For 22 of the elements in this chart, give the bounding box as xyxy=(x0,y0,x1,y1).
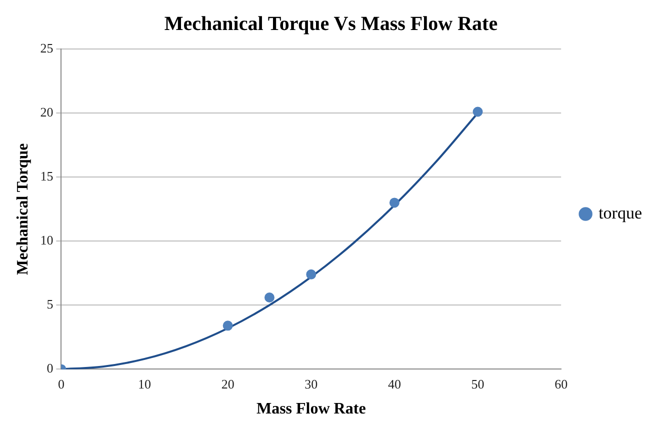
x-tick-label: 50 xyxy=(471,376,484,392)
x-tick-label: 10 xyxy=(138,376,152,392)
x-tick-label: 30 xyxy=(304,376,318,392)
y-axis-title: Mechanical Torque xyxy=(14,143,32,275)
y-tick-label: 20 xyxy=(40,104,54,120)
point xyxy=(306,269,316,280)
y-tick-label: 10 xyxy=(40,232,54,248)
x-tick-label: 60 xyxy=(554,376,568,392)
x-tick-label: 20 xyxy=(221,376,234,392)
legend-label: torque xyxy=(598,203,642,222)
y-tick-label: 25 xyxy=(40,40,54,56)
y-tick-label: 0 xyxy=(46,360,54,376)
point xyxy=(222,320,233,331)
chart-title: Mechanical Torque Vs Mass Flow Rate xyxy=(164,13,498,36)
y-tick-label: 5 xyxy=(46,296,54,312)
point xyxy=(264,292,274,302)
x-tick-label: 40 xyxy=(388,376,401,392)
x-tick-label: 0 xyxy=(58,376,64,392)
y-tick-label: 15 xyxy=(40,168,54,184)
point xyxy=(389,198,400,208)
point xyxy=(472,106,483,117)
x-axis-title: Mass Flow Rate xyxy=(256,400,366,418)
